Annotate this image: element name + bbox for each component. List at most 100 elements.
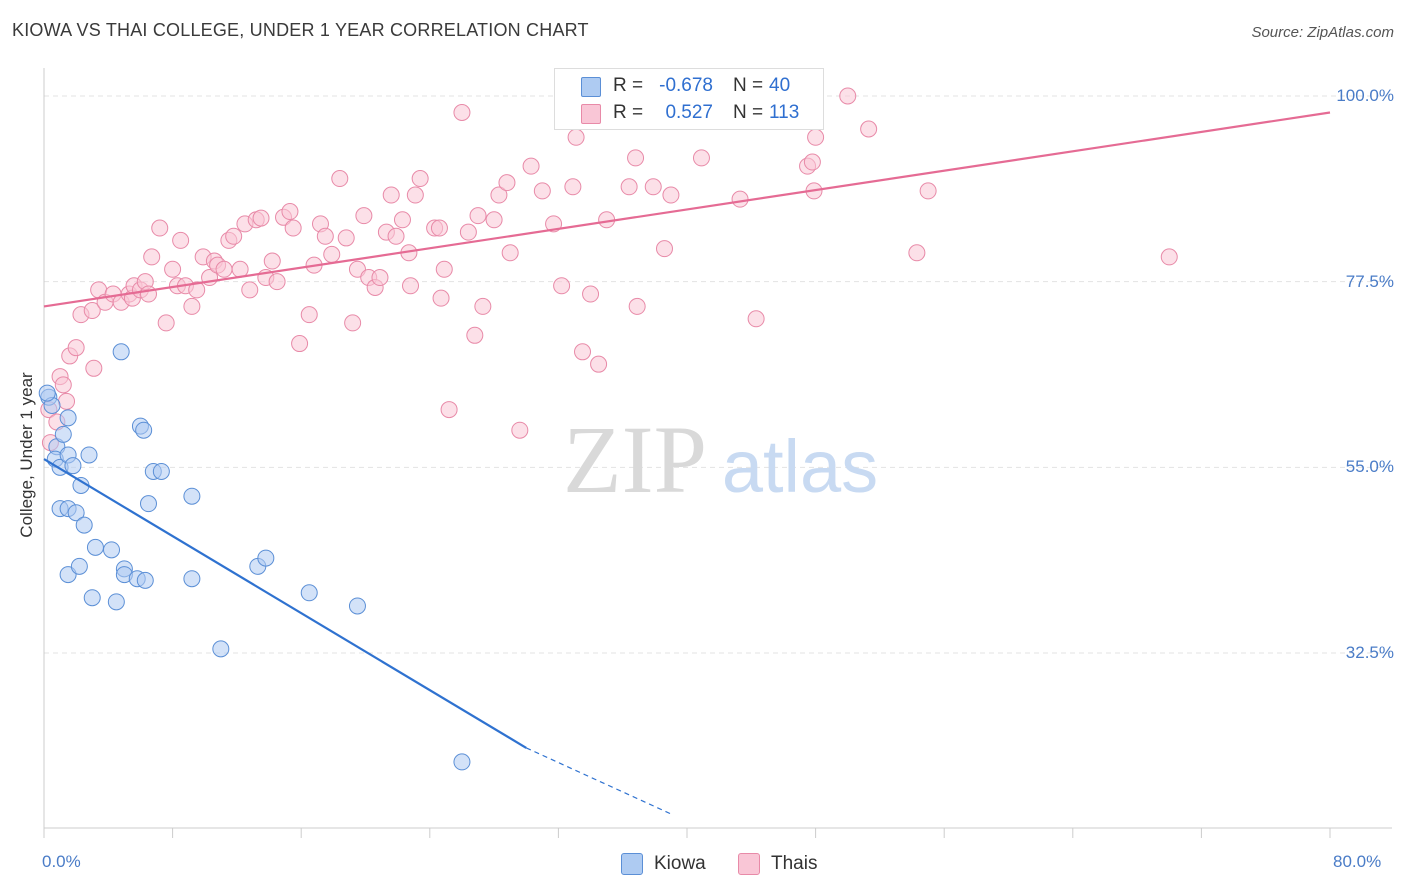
point-thais bbox=[172, 231, 190, 249]
point-kiowa bbox=[38, 384, 56, 402]
legend-swatch-thais bbox=[581, 104, 601, 124]
y-tick-label: 100.0% bbox=[1336, 86, 1394, 105]
point-kiowa bbox=[67, 504, 85, 522]
point-thais bbox=[919, 182, 937, 200]
point-thais bbox=[143, 248, 161, 266]
point-thais bbox=[807, 128, 825, 146]
point-kiowa bbox=[183, 487, 201, 505]
point-thais bbox=[453, 104, 471, 122]
point-thais bbox=[331, 170, 349, 188]
point-kiowa bbox=[257, 549, 275, 567]
point-thais bbox=[747, 310, 765, 328]
point-thais bbox=[1160, 248, 1178, 266]
point-kiowa bbox=[83, 589, 101, 607]
watermark-zip: ZIP bbox=[563, 406, 707, 513]
point-thais bbox=[411, 170, 429, 188]
point-thais bbox=[393, 211, 411, 229]
point-thais bbox=[183, 297, 201, 315]
watermark-atlas: atlas bbox=[722, 425, 878, 508]
point-thais bbox=[564, 178, 582, 196]
point-thais bbox=[627, 149, 645, 167]
y-tick-label: 55.0% bbox=[1345, 457, 1394, 477]
point-thais bbox=[567, 128, 585, 146]
y-tick-label: 77.5% bbox=[1345, 271, 1394, 291]
point-thais bbox=[382, 186, 400, 204]
point-thais bbox=[58, 392, 76, 410]
bottom-legend-label-thais: Thais bbox=[771, 853, 818, 874]
point-kiowa bbox=[107, 593, 125, 611]
point-thais bbox=[164, 260, 182, 278]
point-thais bbox=[466, 326, 484, 344]
point-kiowa bbox=[139, 495, 157, 513]
legend-swatch-kiowa bbox=[581, 77, 601, 97]
legend-row-kiowa: R = -0.678 N = 40 bbox=[555, 73, 823, 99]
point-kiowa bbox=[136, 571, 154, 589]
chart-source: Source: ZipAtlas.com bbox=[1251, 24, 1394, 41]
point-thais bbox=[644, 178, 662, 196]
point-thais bbox=[316, 227, 334, 245]
legend-r-value-kiowa: -0.678 bbox=[659, 75, 713, 96]
point-thais bbox=[252, 209, 270, 227]
point-thais bbox=[731, 190, 749, 208]
point-thais bbox=[860, 120, 878, 138]
point-thais bbox=[474, 297, 492, 315]
legend-r-value-thais: 0.527 bbox=[665, 102, 713, 123]
point-thais bbox=[300, 306, 318, 324]
point-thais bbox=[151, 219, 169, 237]
point-kiowa bbox=[70, 557, 88, 575]
point-thais bbox=[344, 314, 362, 332]
point-thais bbox=[655, 240, 673, 258]
point-thais bbox=[371, 269, 389, 287]
legend-row-thais: R = 0.527 N = 113 bbox=[555, 100, 823, 126]
chart-title: KIOWA VS THAI COLLEGE, UNDER 1 YEAR CORR… bbox=[12, 20, 589, 40]
point-kiowa bbox=[86, 538, 104, 556]
point-thais bbox=[268, 273, 286, 291]
point-kiowa bbox=[103, 541, 121, 559]
point-kiowa bbox=[80, 446, 98, 464]
bottom-legend-swatch-thais bbox=[738, 853, 760, 875]
point-thais bbox=[435, 260, 453, 278]
point-thais bbox=[54, 376, 72, 394]
point-thais bbox=[139, 285, 157, 303]
point-thais bbox=[291, 335, 309, 353]
point-thais bbox=[157, 314, 175, 332]
point-thais bbox=[501, 244, 519, 262]
point-thais bbox=[533, 182, 551, 200]
point-thais bbox=[83, 302, 101, 320]
point-thais bbox=[281, 203, 299, 221]
point-thais bbox=[803, 153, 821, 171]
point-thais bbox=[67, 339, 85, 357]
point-kiowa bbox=[348, 597, 366, 615]
legend-n-value-thais: 113 bbox=[769, 102, 800, 123]
point-kiowa bbox=[59, 409, 77, 427]
x-tick-max: 80.0% bbox=[1333, 852, 1382, 871]
point-kiowa bbox=[75, 516, 93, 534]
legend-r-label: R = bbox=[613, 75, 644, 96]
series-kiowa-points bbox=[38, 343, 471, 771]
axes bbox=[43, 68, 1392, 838]
trend-line-kiowa bbox=[43, 458, 527, 749]
point-kiowa bbox=[300, 584, 318, 602]
series-thais-points bbox=[40, 87, 1178, 452]
point-thais bbox=[628, 297, 646, 315]
point-thais bbox=[225, 227, 243, 245]
point-thais bbox=[839, 87, 857, 105]
legend-n-label: N = bbox=[733, 102, 764, 123]
point-kiowa bbox=[212, 640, 230, 658]
point-thais bbox=[337, 229, 355, 247]
y-tick-label: 32.5% bbox=[1345, 643, 1394, 662]
point-thais bbox=[522, 157, 540, 175]
point-thais bbox=[355, 207, 373, 225]
point-kiowa bbox=[112, 343, 130, 361]
point-thais bbox=[574, 343, 592, 361]
point-thais bbox=[692, 149, 710, 167]
point-thais bbox=[215, 260, 233, 278]
point-thais bbox=[582, 285, 600, 303]
legend-n-value-kiowa: 40 bbox=[769, 75, 791, 96]
point-kiowa bbox=[64, 457, 82, 475]
point-thais bbox=[440, 401, 458, 419]
point-thais bbox=[241, 281, 259, 299]
bottom-legend-label-kiowa: Kiowa bbox=[654, 853, 706, 874]
trend-line-extension-kiowa bbox=[526, 747, 672, 815]
point-kiowa bbox=[183, 570, 201, 588]
